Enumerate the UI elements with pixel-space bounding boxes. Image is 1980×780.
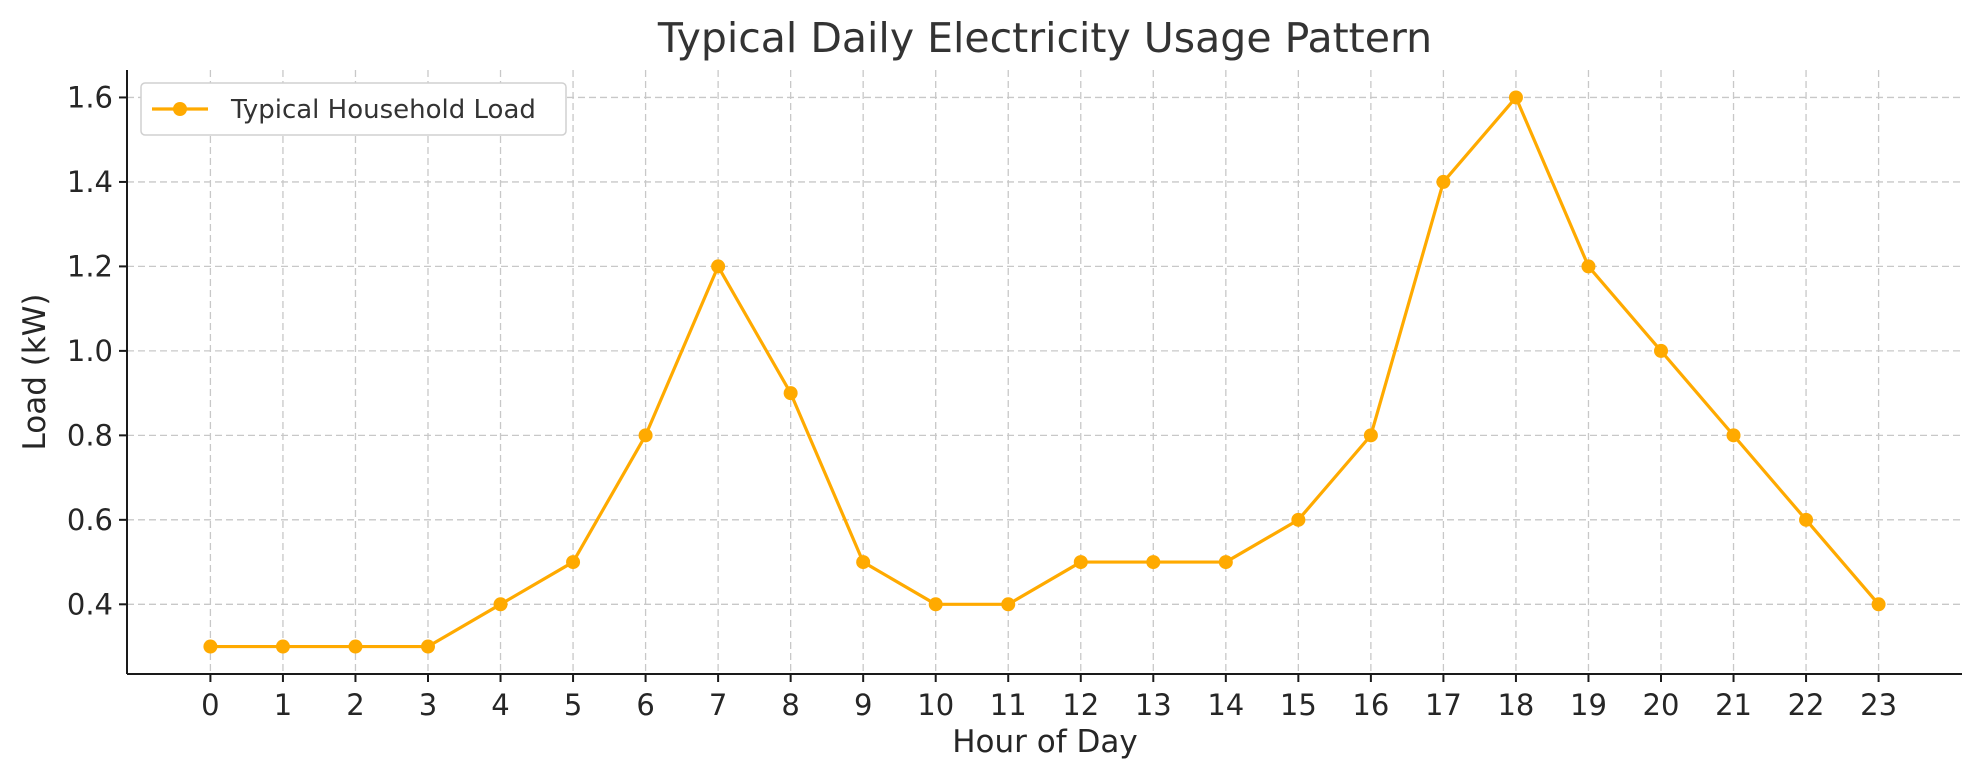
x-tick-label: 9 bbox=[854, 688, 872, 722]
y-tick-label: 1.4 bbox=[67, 165, 113, 199]
x-tick-label: 19 bbox=[1570, 688, 1607, 722]
series-line bbox=[210, 95, 1880, 649]
data-point bbox=[928, 597, 943, 612]
data-point bbox=[1218, 555, 1233, 570]
data-point bbox=[1001, 597, 1016, 612]
data-point bbox=[1436, 174, 1451, 189]
x-tick-label: 23 bbox=[1860, 688, 1897, 722]
data-point bbox=[1581, 259, 1596, 274]
data-point bbox=[856, 555, 871, 570]
data-point bbox=[783, 386, 798, 401]
data-point bbox=[1726, 428, 1741, 443]
x-tick-label: 5 bbox=[564, 688, 582, 722]
x-tick-label: 11 bbox=[990, 688, 1027, 722]
y-tick-label: 0.6 bbox=[67, 503, 113, 537]
x-tick-label: 1 bbox=[274, 688, 292, 722]
x-tick-label: 2 bbox=[346, 688, 364, 722]
x-tick-label: 18 bbox=[1497, 688, 1534, 722]
data-point bbox=[1073, 555, 1088, 570]
x-tick-label: 4 bbox=[491, 688, 509, 722]
x-tick-label: 16 bbox=[1352, 688, 1389, 722]
x-tick-label: 10 bbox=[917, 688, 954, 722]
x-tick-label: 0 bbox=[201, 688, 219, 722]
data-point bbox=[711, 259, 726, 274]
legend-box bbox=[140, 82, 567, 136]
series-layer bbox=[203, 90, 1886, 654]
chart-title: Typical Daily Electricity Usage Pattern bbox=[657, 14, 1432, 62]
x-tick-label: 14 bbox=[1207, 688, 1244, 722]
data-point bbox=[1291, 512, 1306, 527]
y-tick-label: 0.4 bbox=[67, 587, 113, 621]
data-point bbox=[1654, 343, 1669, 358]
x-tick-label: 8 bbox=[781, 688, 799, 722]
data-point bbox=[1799, 512, 1814, 527]
x-tick-label: 20 bbox=[1643, 688, 1680, 722]
x-tick-label: 3 bbox=[419, 688, 437, 722]
x-tick-label: 13 bbox=[1135, 688, 1172, 722]
y-tick-label: 1.2 bbox=[67, 249, 113, 283]
y-axis-title: Load (kW) bbox=[17, 293, 53, 450]
legend-marker-swatch bbox=[173, 102, 187, 116]
x-tick-label: 6 bbox=[636, 688, 654, 722]
data-point bbox=[275, 639, 290, 654]
data-point bbox=[1146, 555, 1161, 570]
x-tick-label: 7 bbox=[709, 688, 727, 722]
x-axis-title: Hour of Day bbox=[952, 724, 1137, 760]
x-tick-label: 21 bbox=[1715, 688, 1752, 722]
data-point bbox=[1363, 428, 1378, 443]
x-tick-label: 22 bbox=[1788, 688, 1825, 722]
data-point bbox=[638, 428, 653, 443]
y-tick-label: 1.0 bbox=[67, 334, 113, 368]
x-tick-label: 17 bbox=[1425, 688, 1462, 722]
x-tick-label: 12 bbox=[1062, 688, 1099, 722]
data-point bbox=[348, 639, 363, 654]
data-point bbox=[203, 639, 218, 654]
axes: 0 1 2 3 4 5 6 7 8 9 10 11 12 13 14 15 16 17 18 19 20 21 22 230.… bbox=[67, 70, 1962, 722]
data-point bbox=[420, 639, 435, 654]
data-point bbox=[1508, 90, 1523, 105]
y-tick-label: 1.6 bbox=[67, 80, 113, 114]
data-point bbox=[1871, 597, 1886, 612]
legend: Typical Household Load bbox=[140, 82, 567, 136]
legend-label: Typical Household Load bbox=[230, 95, 536, 125]
data-point bbox=[566, 555, 581, 570]
grid bbox=[127, 70, 1962, 674]
x-tick-label: 15 bbox=[1280, 688, 1317, 722]
y-tick-label: 0.8 bbox=[67, 418, 113, 452]
data-point bbox=[493, 597, 508, 612]
